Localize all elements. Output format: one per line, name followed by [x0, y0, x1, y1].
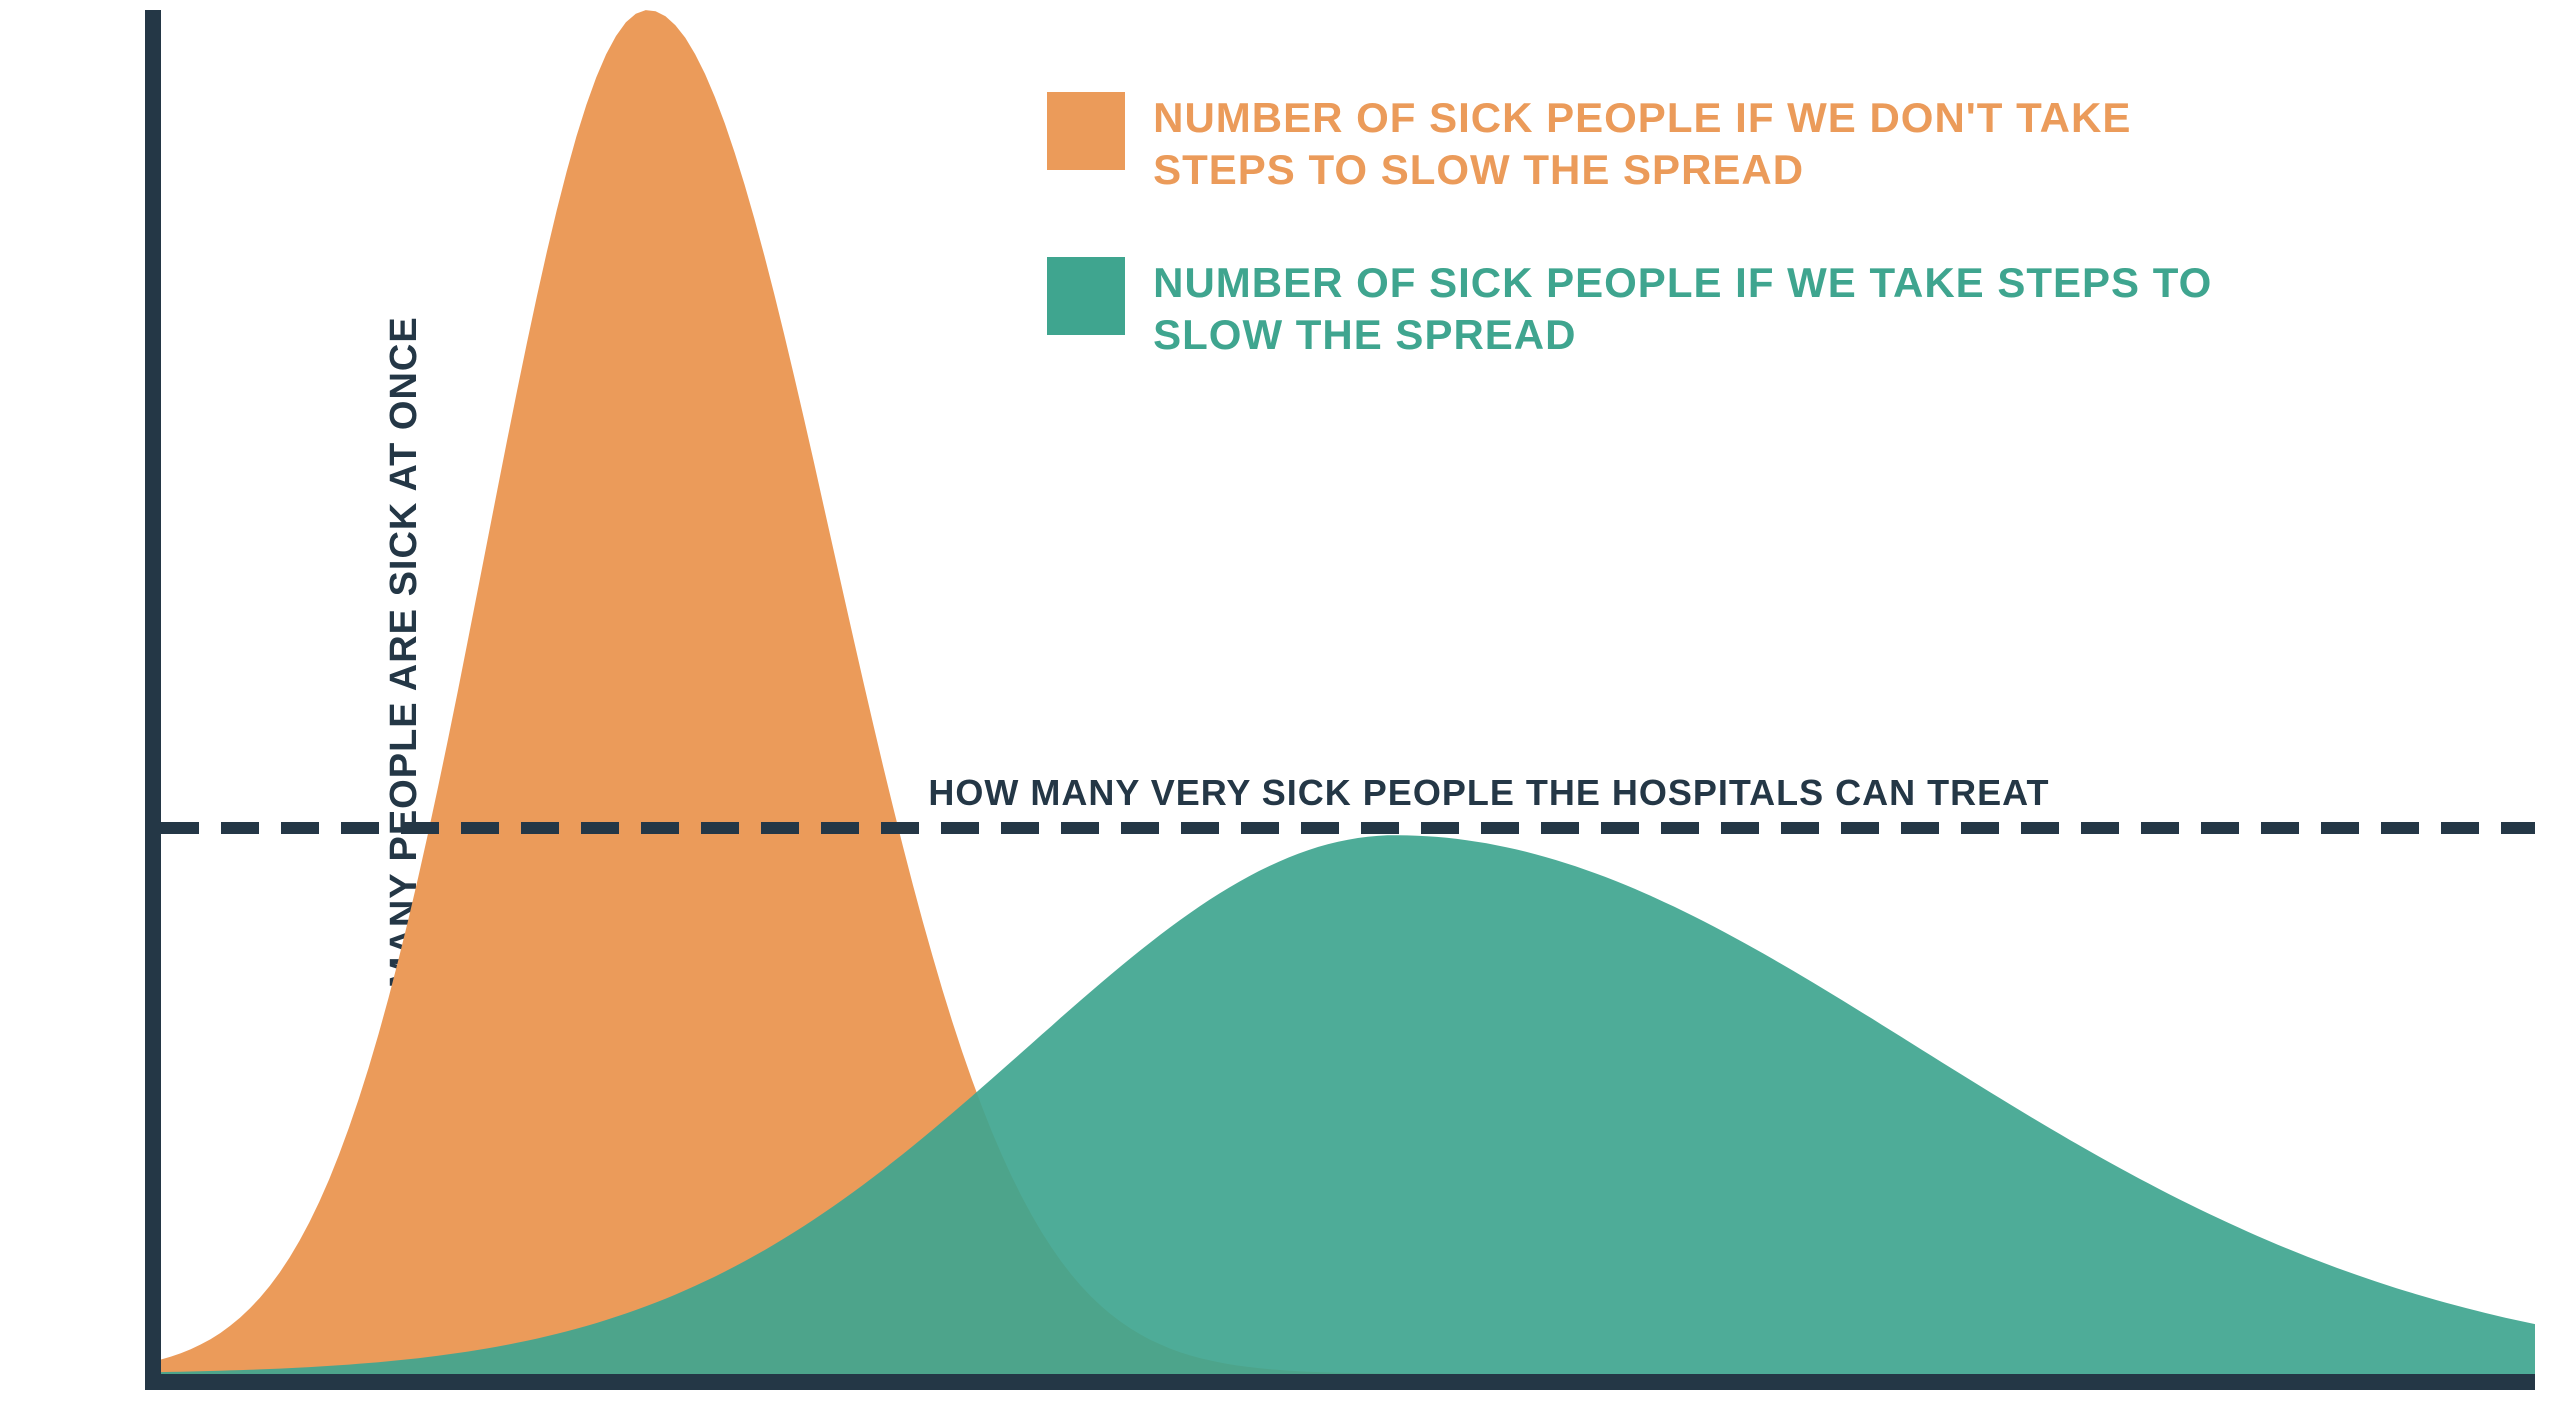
- legend-item-with-measures: NUMBER OF SICK PEOPLE IF WE TAKE STEPS T…: [1047, 257, 2253, 362]
- legend-swatch-no-measures: [1047, 92, 1125, 170]
- flatten-curve-chart: HOW MANY PEOPLE ARE SICK AT ONCE HOW MAN…: [0, 0, 2550, 1411]
- legend-item-no-measures: NUMBER OF SICK PEOPLE IF WE DON'T TAKE S…: [1047, 92, 2253, 197]
- legend-label-with-measures: NUMBER OF SICK PEOPLE IF WE TAKE STEPS T…: [1153, 257, 2253, 362]
- legend: NUMBER OF SICK PEOPLE IF WE DON'T TAKE S…: [1047, 92, 2253, 422]
- hospital-capacity-line: [161, 822, 2535, 834]
- legend-swatch-with-measures: [1047, 257, 1125, 335]
- y-axis-line: [145, 10, 161, 1390]
- hospital-capacity-label: HOW MANY VERY SICK PEOPLE THE HOSPITALS …: [928, 772, 2049, 814]
- plot-area: HOW MANY VERY SICK PEOPLE THE HOSPITALS …: [145, 10, 2535, 1390]
- legend-label-no-measures: NUMBER OF SICK PEOPLE IF WE DON'T TAKE S…: [1153, 92, 2253, 197]
- x-axis-line: [145, 1374, 2535, 1390]
